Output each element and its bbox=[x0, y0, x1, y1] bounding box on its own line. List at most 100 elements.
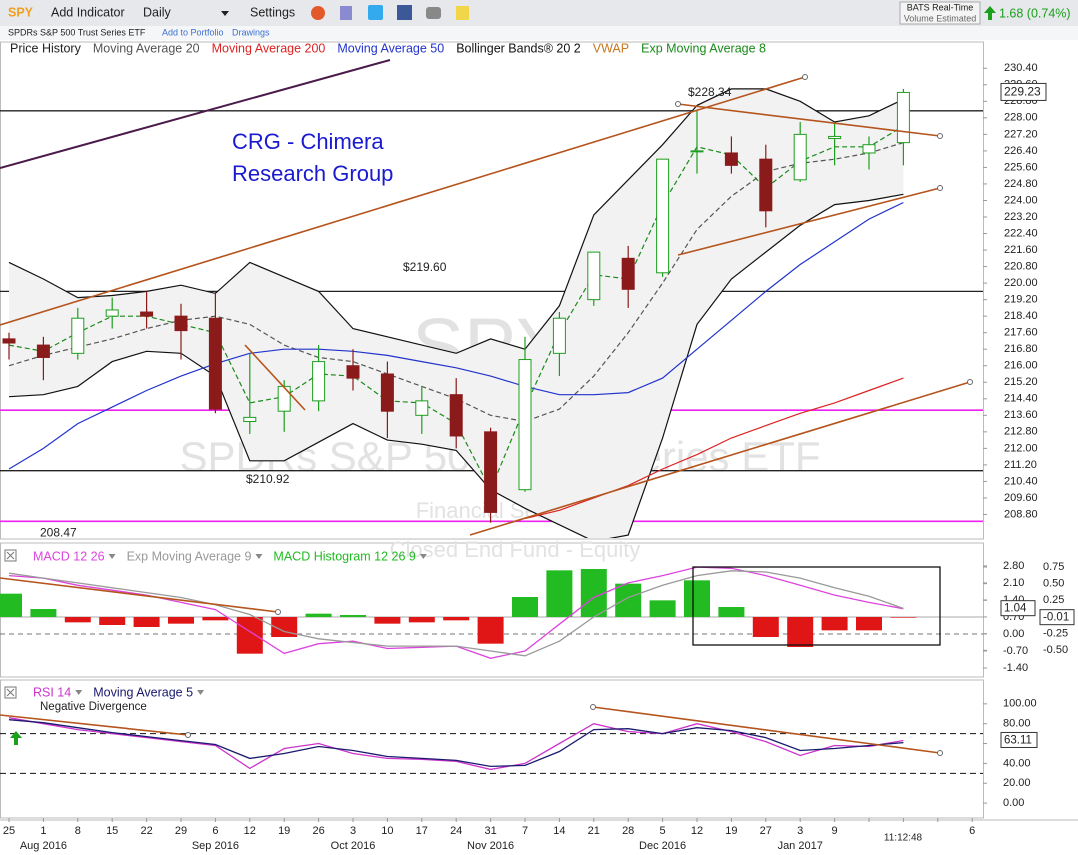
drawings[interactable]: Drawings bbox=[232, 27, 270, 37]
y-tick-label: 2.10 bbox=[1003, 577, 1024, 589]
y-tick-label: 20.00 bbox=[1003, 777, 1031, 789]
last-value-box bbox=[1039, 609, 1075, 626]
annotation: Negative Divergence bbox=[40, 701, 147, 713]
dropdown-arrow[interactable] bbox=[221, 11, 229, 16]
legend-item[interactable]: Moving Average 50 bbox=[337, 41, 444, 55]
y-tick-label: 210.40 bbox=[1004, 475, 1038, 487]
toggle[interactable] bbox=[4, 686, 17, 699]
hist-bar bbox=[752, 617, 779, 637]
legend-item[interactable]: Moving Average 5 bbox=[93, 685, 193, 699]
security-name: SPDRs S&P 500 Trust Series ETF bbox=[8, 27, 146, 37]
facebook-icon[interactable] bbox=[397, 5, 412, 20]
x-tick-label: 9 bbox=[832, 825, 838, 837]
settings[interactable]: Settings bbox=[250, 5, 295, 19]
x-tick-label: 8 bbox=[75, 825, 81, 837]
series-line bbox=[8, 142, 904, 423]
legend-item[interactable]: Exp Moving Average 9 bbox=[127, 549, 252, 563]
add-portfolio[interactable]: Add to Portfolio bbox=[162, 27, 224, 37]
hist-bar bbox=[890, 617, 917, 618]
legend-item[interactable]: RSI 14 bbox=[33, 685, 71, 699]
hist-bar bbox=[133, 617, 160, 627]
candle-body bbox=[36, 344, 50, 358]
handle bbox=[802, 74, 808, 80]
hist-bar bbox=[649, 600, 676, 617]
x-tick-label: 26 bbox=[312, 825, 324, 837]
legend-item[interactable]: Price History bbox=[10, 41, 82, 55]
y-tick-label: 212.80 bbox=[1004, 426, 1038, 438]
level-label: $228.34 bbox=[688, 85, 732, 99]
handle bbox=[185, 732, 191, 738]
candle-body bbox=[312, 361, 326, 402]
add-indicator[interactable]: Add Indicator bbox=[51, 5, 125, 19]
x-tick-label: 19 bbox=[278, 825, 290, 837]
trendlines bbox=[0, 74, 973, 756]
y-tick-label: 220.80 bbox=[1004, 260, 1038, 272]
x-tick-label: 31 bbox=[484, 825, 496, 837]
candle-body bbox=[484, 431, 498, 513]
band-area bbox=[9, 88, 904, 538]
toggle-x[interactable] bbox=[6, 688, 15, 697]
month-label: Sep 2016 bbox=[192, 840, 239, 852]
level-label: $219.60 bbox=[403, 260, 447, 274]
legend-item[interactable]: MACD Histogram 12 26 9 bbox=[273, 549, 415, 563]
hist-bar bbox=[168, 617, 194, 624]
hist-bar bbox=[408, 617, 435, 623]
note-icon[interactable] bbox=[456, 6, 469, 20]
x-tick-label: 15 bbox=[106, 825, 118, 837]
y-tick-label: 225.60 bbox=[1004, 161, 1038, 173]
candle-body bbox=[140, 311, 154, 317]
candle-body bbox=[862, 144, 876, 154]
panel-toggles[interactable] bbox=[4, 549, 17, 699]
y-tick-label: -1.40 bbox=[1003, 662, 1028, 674]
hist-bar bbox=[546, 570, 573, 617]
up-arrow bbox=[984, 6, 996, 20]
candle-body bbox=[380, 373, 394, 412]
y-tick-label: 0.50 bbox=[1043, 578, 1064, 590]
y-tick-label: 0.00 bbox=[1003, 797, 1024, 809]
legend-item[interactable]: Exp Moving Average 8 bbox=[641, 41, 766, 55]
y-tick-label: 214.40 bbox=[1004, 393, 1038, 405]
alarm-icon[interactable] bbox=[311, 6, 325, 20]
candle-body bbox=[518, 359, 532, 491]
candle-body bbox=[2, 338, 16, 344]
period[interactable]: Daily bbox=[143, 5, 172, 19]
icon[interactable] bbox=[340, 6, 352, 20]
y-tick-label: 224.80 bbox=[1004, 178, 1038, 190]
candle-body bbox=[415, 400, 429, 416]
series-line bbox=[8, 193, 904, 538]
hist-bar bbox=[271, 617, 298, 637]
month-label: Dec 2016 bbox=[639, 840, 686, 852]
legend-item[interactable]: MACD 12 26 bbox=[33, 549, 105, 563]
candle-body bbox=[724, 152, 738, 166]
hist-bar bbox=[64, 617, 91, 623]
hist-bar bbox=[856, 617, 882, 631]
last-value: 63.11 bbox=[1004, 734, 1032, 746]
legend-item[interactable]: VWAP bbox=[593, 41, 629, 55]
handle bbox=[675, 101, 681, 107]
legend-menu bbox=[75, 690, 83, 695]
toggle[interactable] bbox=[4, 549, 17, 562]
y-tick-label: -0.50 bbox=[1043, 644, 1068, 656]
volume-estimated: Volume Estimated bbox=[904, 13, 977, 23]
handle bbox=[937, 750, 943, 756]
legend-item[interactable]: Moving Average 20 bbox=[93, 41, 200, 55]
highlight-box bbox=[692, 566, 941, 646]
symbol[interactable]: SPY bbox=[8, 5, 34, 19]
y-tick-label: 230.40 bbox=[1004, 62, 1038, 74]
trendline bbox=[677, 187, 941, 256]
hist-bar bbox=[821, 617, 848, 631]
legend-item[interactable]: Bollinger Bands® 20 2 bbox=[456, 41, 581, 55]
feed: BATS Real-Time bbox=[907, 2, 974, 12]
hist-bar bbox=[477, 617, 504, 644]
toggle-x[interactable] bbox=[6, 551, 15, 560]
x-tick-label: 28 bbox=[622, 825, 634, 837]
candle-body bbox=[759, 158, 773, 212]
level-label: $210.92 bbox=[246, 472, 290, 486]
legend-menu bbox=[419, 554, 427, 559]
hist-bar bbox=[684, 580, 710, 617]
twitter-icon[interactable] bbox=[368, 5, 383, 20]
legend-item[interactable]: Moving Average 200 bbox=[212, 41, 326, 55]
y-tick-label: 100.00 bbox=[1003, 698, 1037, 710]
candle-body bbox=[793, 133, 807, 181]
print-icon[interactable] bbox=[426, 7, 441, 19]
